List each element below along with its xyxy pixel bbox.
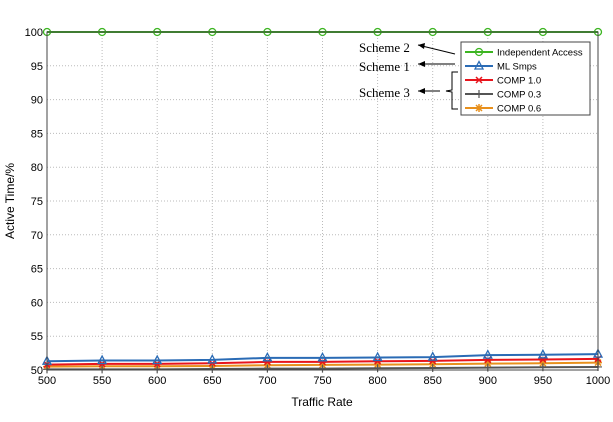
legend-item: COMP 0.3 — [465, 90, 541, 101]
marker-triangle — [427, 351, 438, 361]
x-tick-label: 1000 — [586, 375, 610, 387]
x-tick-label: 900 — [479, 375, 497, 387]
legend-item: ML Smps — [465, 60, 537, 73]
annotation-scheme-1: Scheme 1 — [359, 59, 410, 74]
marker-x — [374, 357, 382, 365]
marker-plus — [428, 363, 437, 372]
x-tick-label: 850 — [424, 375, 442, 387]
y-tick-label: 70 — [31, 230, 43, 242]
annotation-scheme-2: Scheme 2 — [359, 40, 410, 55]
marker-triangle — [262, 351, 273, 362]
marker-triangle — [207, 353, 218, 364]
marker-triangle — [482, 349, 493, 359]
marker-plus — [263, 364, 272, 373]
y-tick-label: 100 — [25, 27, 43, 39]
marker-x — [429, 357, 437, 365]
legend-label: COMP 0.6 — [497, 104, 541, 115]
legend-item: COMP 0.6 — [465, 104, 541, 115]
marker-plus — [153, 365, 162, 374]
legend-item: COMP 1.0 — [465, 76, 541, 87]
legend-label: COMP 1.0 — [497, 76, 541, 87]
marker-triangle — [152, 354, 163, 365]
marker-triangle — [372, 351, 383, 362]
y-tick-label: 95 — [31, 61, 43, 73]
marker-plus — [373, 364, 382, 373]
arrowhead-scheme-2 — [418, 43, 425, 49]
legend: Independent Access ML Smps COMP 1.0 COMP 0.… — [460, 41, 591, 116]
y-tick-label: 60 — [31, 297, 43, 309]
series-ml-smps — [41, 348, 604, 365]
marker-plus — [208, 364, 217, 373]
marker-x — [475, 76, 483, 84]
marker-circle — [474, 47, 484, 57]
arrowhead-scheme-1 — [418, 61, 425, 67]
marker-triangle — [473, 60, 485, 70]
y-tick-label: 75 — [31, 196, 43, 208]
marker-plus — [98, 365, 107, 374]
y-tick-label: 85 — [31, 128, 43, 140]
plot-frame — [46, 31, 599, 371]
marker-triangle — [97, 354, 108, 365]
marker-x — [318, 358, 327, 366]
legend-label: Independent Access — [497, 48, 583, 59]
x-tick-label: 700 — [258, 375, 276, 387]
marker-asterisk — [483, 359, 492, 368]
annotation-scheme-3: Scheme 3 — [359, 85, 410, 100]
x-tick-label: 500 — [38, 375, 56, 387]
legend-item: Independent Access — [465, 48, 583, 59]
x-tick-label: 750 — [313, 375, 331, 387]
legend-label: COMP 0.3 — [497, 90, 541, 101]
y-tick-label: 50 — [31, 365, 43, 377]
y-axis-label: Active Time/% — [3, 163, 17, 239]
marker-asterisk — [475, 104, 483, 112]
x-tick-label: 650 — [203, 375, 221, 387]
marker-triangle — [537, 348, 548, 359]
y-tick-label: 90 — [31, 95, 43, 107]
marker-triangle — [317, 351, 328, 362]
y-tick-label: 65 — [31, 264, 43, 276]
legend-label: ML Smps — [497, 62, 537, 73]
legend-box — [460, 41, 591, 116]
x-tick-label: 950 — [534, 375, 552, 387]
y-tick-label: 55 — [31, 331, 43, 343]
x-tick-label: 550 — [93, 375, 111, 387]
marker-x — [263, 358, 271, 366]
marker-asterisk — [538, 359, 547, 368]
marker-plus — [318, 364, 327, 373]
x-axis-label: Traffic Rate — [291, 395, 353, 409]
brace-scheme-3 — [445, 71, 458, 110]
x-tick-label: 800 — [368, 375, 386, 387]
marker-plus — [475, 90, 483, 98]
y-tick-label: 80 — [31, 162, 43, 174]
arrowhead-scheme-3 — [418, 88, 425, 94]
x-tick-label: 600 — [148, 375, 166, 387]
series-line — [46, 353, 599, 363]
